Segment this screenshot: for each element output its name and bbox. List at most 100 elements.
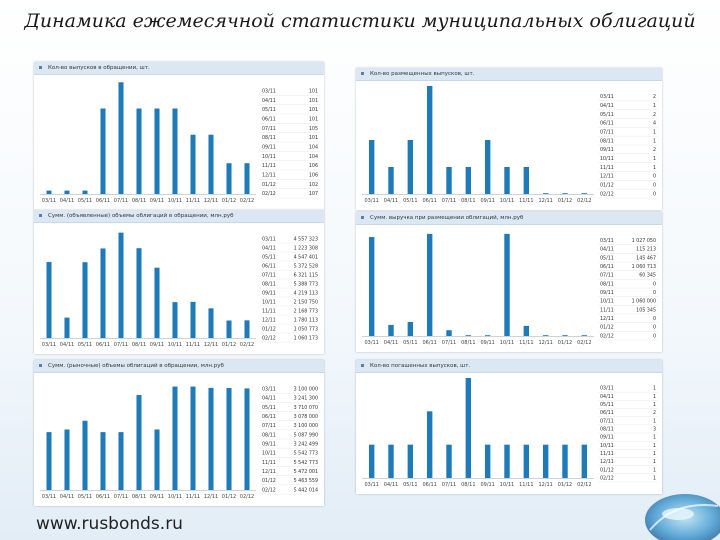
x-tick-label: 01/12 [222,342,236,348]
table-value: 60 345 [639,273,656,279]
x-tick-label: 12/11 [204,198,218,204]
table-period: 09/11 [600,290,614,296]
table-value: 1 060 000 [632,299,656,305]
table-value: 1 [653,103,656,109]
bar [426,411,433,478]
x-tick-label: 01/12 [558,482,572,488]
table-value: 1 [653,467,656,473]
x-tick-label: 04/11 [60,494,74,500]
table-value: 1 [653,476,656,482]
table-period: 09/11 [262,441,276,447]
table-value: 2 [653,112,656,118]
chart-panel-issues-placed: Кол-во размещенных выпусков, шт. 03/11 04… [356,68,662,210]
bar [154,429,160,490]
table-value: 1 [653,165,656,171]
x-tick-label: 12/11 [538,340,552,346]
x-tick-label: 10/11 [168,198,182,204]
bullet-icon [39,66,42,69]
chart-panel-declared-volume: Сумм. (объявленные) объемы облигаций в о… [34,210,324,354]
table-value: 5 388 773 [294,281,318,287]
table-period: 02/12 [262,487,276,493]
table-value: 3 [653,427,656,433]
table-value: 0 [653,333,656,339]
bar [407,322,414,336]
x-tick-label: 06/11 [422,198,436,204]
table-period: 05/11 [262,254,276,260]
bar [64,190,70,194]
table-value: 101 [309,98,318,104]
bar [100,108,106,194]
table-value: 2 [653,94,656,100]
x-tick-label: 01/12 [558,340,572,346]
table-period: 12/11 [600,174,614,180]
table-period: 08/11 [262,432,276,438]
chart-title: Сумм. (объявленные) объемы облигаций в о… [48,213,234,219]
table-value: 5 087 990 [294,432,318,438]
x-tick-label: 03/11 [364,482,378,488]
table-period: 08/11 [262,135,276,141]
table-value: 2 168 773 [294,308,318,314]
table-period: 11/11 [262,163,276,169]
x-tick-label: 06/11 [422,340,436,346]
table-period: 08/11 [600,138,614,144]
bar [82,420,88,490]
bar-chart: 03/11 04/11 05/11 06/11 07/11 08/11 09/11 10/11… [40,82,320,204]
table-value: 4 557 323 [294,236,318,242]
bar [190,386,196,490]
bullet-icon [361,216,364,219]
x-tick-label: 10/11 [500,340,514,346]
table-period: 09/11 [600,435,614,441]
table-period: 02/12 [600,333,614,339]
bar [581,335,588,336]
x-tick-label: 12/11 [204,342,218,348]
bar [562,193,568,194]
table-value: 102 [309,182,318,188]
table-value: 5 372 528 [294,263,318,269]
table-value: 0 [653,325,656,331]
table-value: 106 [309,173,318,179]
chart-title: Кол-во погашенных выпусков, шт. [370,363,471,369]
table-period: 10/11 [600,156,614,162]
x-tick-label: 01/12 [558,198,572,204]
table-value: 1 [653,402,656,408]
x-tick-label: 05/11 [403,198,417,204]
bar [484,335,491,336]
bar [244,163,250,194]
table-value: 3 241 300 [294,396,318,402]
table-value: 3 710 070 [294,405,318,411]
x-tick-label: 07/11 [442,482,456,488]
x-tick-label: 09/11 [150,342,164,348]
table-period: 05/11 [600,112,614,118]
table-period: 02/12 [262,335,276,341]
table-value: 104 [309,145,318,151]
table-period: 04/11 [600,103,614,109]
table-value: 1 [653,156,656,162]
chart-header: Кол-во выпусков в обращении, шт. [34,62,324,75]
table-period: 06/11 [262,263,276,269]
bullet-icon [39,214,42,217]
chart-panel-issues-redeemed: Кол-во погашенных выпусков, шт. 03/11 04/… [356,360,662,494]
bar [523,325,530,336]
bar [465,167,472,194]
chart-header: Сумм. выручка при размещении облигаций, … [356,212,662,225]
x-tick-label: 07/11 [442,340,456,346]
bar [542,335,549,336]
x-tick-label: 02/12 [240,342,254,348]
bar-chart: 03/11 04/11 05/11 06/11 07/11 08/11 09/11 10/11… [362,233,658,346]
table-period: 01/12 [600,183,614,189]
table-value: 101 [309,107,318,113]
bar [388,167,394,194]
bar [190,301,196,338]
table-period: 03/11 [600,94,614,100]
table-period: 09/11 [600,147,614,153]
bar [542,444,549,478]
x-tick-label: 12/11 [204,494,218,500]
x-tick-label: 05/11 [403,482,417,488]
table-value: 2 150 750 [294,299,318,305]
chart-title: Кол-во выпусков в обращении, шт. [48,65,150,71]
x-tick-label: 09/11 [480,340,494,346]
table-period: 05/11 [600,402,614,408]
bar [368,140,375,194]
table-value: 3 100 000 [294,386,318,392]
table-value: 2 [653,147,656,153]
